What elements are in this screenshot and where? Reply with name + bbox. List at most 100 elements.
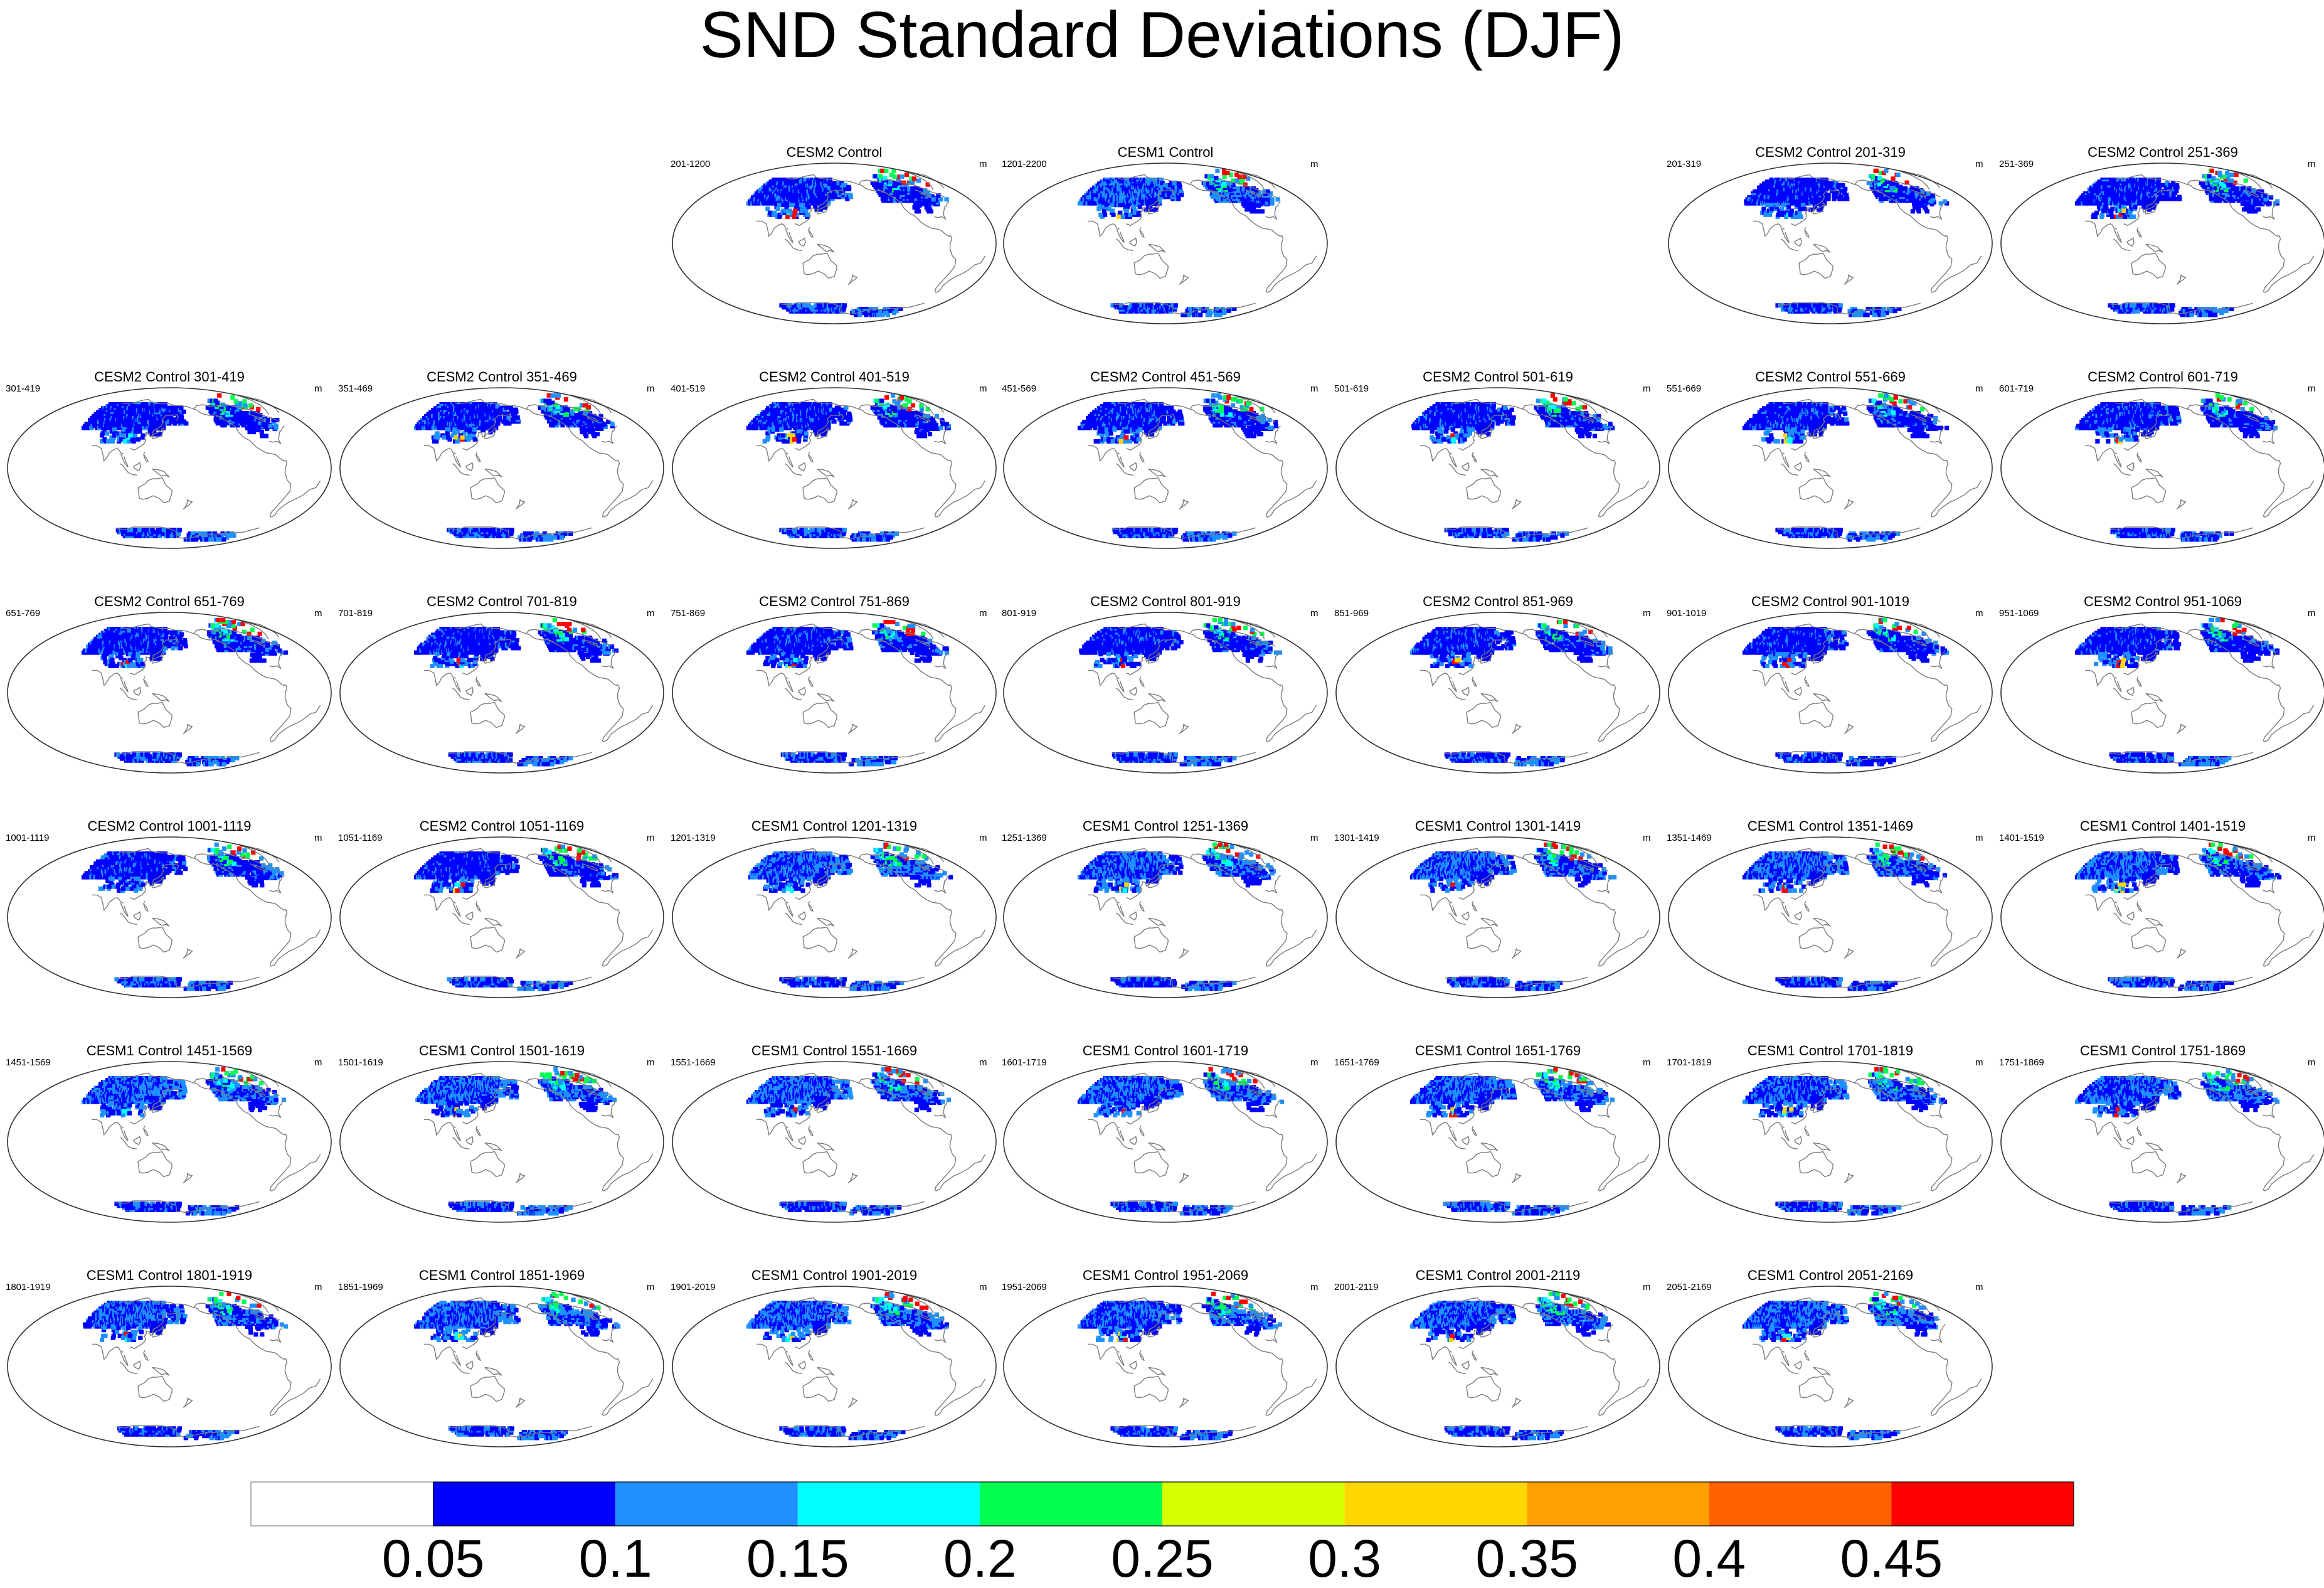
- snow-cell: [1790, 209, 1794, 213]
- coastline: [783, 225, 788, 229]
- snow-cell: [2094, 211, 2099, 215]
- snow-cell: [268, 424, 273, 429]
- panel-title: CESM2 Control 201-319: [1755, 144, 1906, 160]
- snow-cell: [1121, 215, 1125, 219]
- coastline: [848, 275, 857, 285]
- coastline: [799, 238, 805, 247]
- panel-left-label: 201-319: [1667, 159, 1701, 169]
- snow-cell: [1179, 189, 1183, 193]
- snow-cell: [1100, 205, 1104, 209]
- snow-cell: [809, 305, 814, 309]
- snow-cell: [1270, 197, 1275, 201]
- snow-cell: [1892, 309, 1897, 313]
- panel-left-label: 1201-2200: [1002, 159, 1047, 169]
- panel-title: CESM2 Control: [787, 144, 883, 160]
- snow-cell: [1110, 209, 1115, 213]
- snow-cell: [945, 197, 949, 201]
- snow-cell: [102, 427, 107, 432]
- snow-cell: [864, 312, 868, 317]
- snow-cell: [878, 174, 883, 178]
- snow-cell: [1923, 205, 1927, 210]
- snow-cell: [791, 203, 795, 207]
- snow-cell: [1105, 203, 1109, 207]
- map-panel: CESM2 Control 251-369 251-369 m: [1997, 114, 2324, 328]
- snow-cell: [179, 413, 183, 418]
- snow-cell: [848, 193, 852, 197]
- coastline: [936, 256, 985, 292]
- snow-cell: [1914, 201, 1918, 206]
- snow-cell: [1110, 203, 1115, 207]
- snow-cell: [1786, 205, 1791, 209]
- snow-field: [2075, 169, 2279, 317]
- snow-cell: [886, 312, 890, 317]
- panel-units-label: m: [979, 159, 987, 169]
- snow-cell: [2217, 171, 2222, 175]
- snow-cell: [2174, 189, 2178, 193]
- snow-cell: [2171, 303, 2175, 307]
- snow-cell: [2204, 312, 2208, 317]
- snow-cell: [1102, 209, 1106, 213]
- coastline: [2127, 238, 2134, 247]
- snow-cell: [2133, 205, 2137, 209]
- snow-cell: [264, 434, 268, 438]
- snow-cell: [2246, 201, 2251, 206]
- coastline: [1795, 238, 1801, 247]
- snow-cell: [776, 206, 780, 211]
- snow-cell: [2225, 171, 2229, 175]
- snow-cell: [1799, 215, 1803, 219]
- snow-cell: [899, 174, 904, 179]
- snow-cell: [260, 430, 264, 434]
- snow-cell: [884, 169, 888, 173]
- snow-cell: [881, 312, 885, 317]
- panel-left-label: 251-369: [1999, 159, 2034, 169]
- snow-cell: [1903, 186, 1907, 191]
- coastline: [1805, 227, 1809, 237]
- coastline: [1267, 256, 1317, 292]
- snow-cell: [785, 215, 790, 219]
- coastline: [2146, 244, 2163, 252]
- snow-cell: [1250, 209, 1254, 213]
- snow-cell: [1198, 312, 1202, 317]
- snow-cell: [1884, 169, 1888, 173]
- snow-cell: [1138, 205, 1142, 209]
- snow-cell: [892, 311, 896, 315]
- snow-cell: [842, 303, 847, 307]
- snow-cell: [880, 169, 884, 173]
- snow-cell: [807, 205, 811, 209]
- snow-cell: [137, 429, 142, 434]
- snow-cell: [1788, 213, 1793, 217]
- snow-cell: [893, 184, 898, 188]
- map-panel-figure: CESM2 Control 251-369 251-369 m: [1997, 114, 2324, 328]
- coastline: [2137, 227, 2141, 237]
- coastline: [1799, 253, 1833, 279]
- snow-cell: [795, 203, 799, 207]
- snow-cell: [1117, 215, 1121, 219]
- coastline: [809, 227, 813, 237]
- snow-cell: [1797, 211, 1801, 215]
- snow-cell: [1891, 176, 1895, 181]
- snow-cell: [1234, 173, 1239, 177]
- snow-cell: [226, 407, 230, 411]
- coastline: [1813, 244, 1830, 252]
- coastline: [1134, 253, 1168, 279]
- snow-cell: [1874, 169, 1879, 173]
- snow-cell: [106, 439, 110, 444]
- snow-cell: [1911, 209, 1915, 213]
- snow-cell: [1222, 311, 1226, 315]
- coastline: [803, 253, 837, 279]
- snow-cell: [2131, 215, 2136, 219]
- snow-cell: [1209, 174, 1214, 178]
- snow-cell: [1844, 193, 1849, 197]
- snow-cell: [2251, 205, 2256, 210]
- panel-title: CESM2 Control 251-369: [2088, 144, 2238, 160]
- snow-cell: [1103, 213, 1107, 217]
- snow-cell: [1871, 174, 1876, 178]
- snow-cell: [2244, 179, 2248, 183]
- panel-units-label: m: [2308, 159, 2316, 169]
- snow-cell: [105, 431, 109, 435]
